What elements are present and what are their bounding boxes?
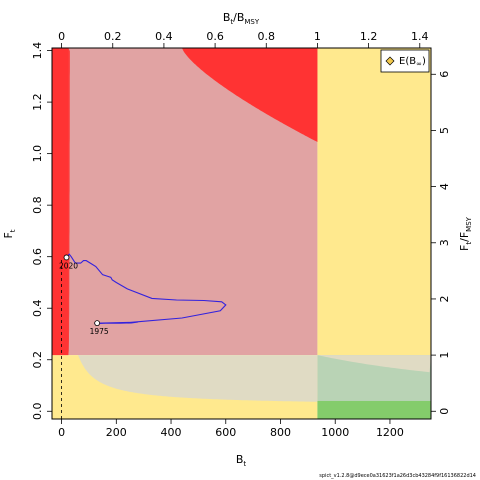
legend: E(B∞) [380, 49, 430, 73]
top-tick-label: 0.8 [258, 30, 276, 43]
point-label-1975: 1975 [90, 327, 109, 336]
right-tick-label: 0 [438, 408, 451, 415]
region-green [317, 400, 431, 419]
plot-frame [51, 47, 432, 420]
version-footer: spict_v1.2.8@d9ece0a31623f1a26d3cb43284f… [319, 473, 476, 479]
region-red-left [52, 48, 69, 356]
x-axis-label: Bt [236, 453, 247, 468]
top-tick-label: 0.6 [206, 30, 224, 43]
y-tick-label: 0.2 [31, 351, 44, 369]
point-marker-1975 [94, 320, 101, 327]
top-tick-label: 0 [58, 30, 65, 43]
y-axis-label: Ft [2, 229, 17, 238]
top-tick-label: 1.2 [360, 30, 378, 43]
point-marker-2020 [63, 254, 70, 261]
right-tick-label: 3 [438, 239, 451, 246]
y-tick-label: 1.0 [31, 145, 44, 163]
point-label-2020: 2020 [59, 261, 78, 270]
region-red-left-edge [68, 48, 70, 356]
top-tick-label: 1.4 [411, 30, 429, 43]
right-tick-label: 2 [438, 295, 451, 302]
y-tick-label: 0.0 [31, 403, 44, 421]
right-axis-label: Ft/FMSY [458, 216, 473, 251]
right-tick-label: 1 [438, 352, 451, 359]
y-tick-label: 1.4 [31, 42, 44, 60]
right-tick-label: 6 [438, 71, 451, 78]
right-tick-label: 4 [438, 183, 451, 190]
x-tick-label: 0 [58, 426, 65, 439]
x-tick-label: 1000 [321, 426, 349, 439]
y-tick-label: 0.6 [31, 248, 44, 266]
y-tick-label: 0.8 [31, 196, 44, 214]
y-tick-label: 0.4 [31, 299, 44, 317]
region-overfishing-healthy-biomass [317, 48, 431, 356]
x-tick-label: 800 [270, 426, 291, 439]
top-tick-label: 1 [314, 30, 321, 43]
axes: 0 200 400 600 800 1000 12000.00.20.40.60.81.01… [31, 30, 451, 439]
right-tick-label: 5 [438, 127, 451, 134]
legend-label: E(B∞) [399, 56, 426, 68]
region-beige-lower-left [69, 355, 318, 402]
top-axis-label: Bt/BMSY [223, 11, 260, 26]
region-beige-upper-right [317, 355, 431, 373]
region-red-top [181, 48, 318, 143]
legend-diamond-marker [385, 56, 395, 66]
kobe-regions [52, 48, 431, 419]
top-tick-label: 0.2 [104, 30, 122, 43]
legend-box [380, 49, 430, 73]
x-tick-label: 600 [215, 426, 236, 439]
annotated-points: 2020 1975 [59, 254, 109, 336]
x-tick-label: 1200 [376, 426, 404, 439]
y-tick-label: 1.2 [31, 93, 44, 111]
top-tick-label: 0.4 [155, 30, 173, 43]
x-tick-label: 400 [161, 426, 182, 439]
x-tick-label: 200 [106, 426, 127, 439]
